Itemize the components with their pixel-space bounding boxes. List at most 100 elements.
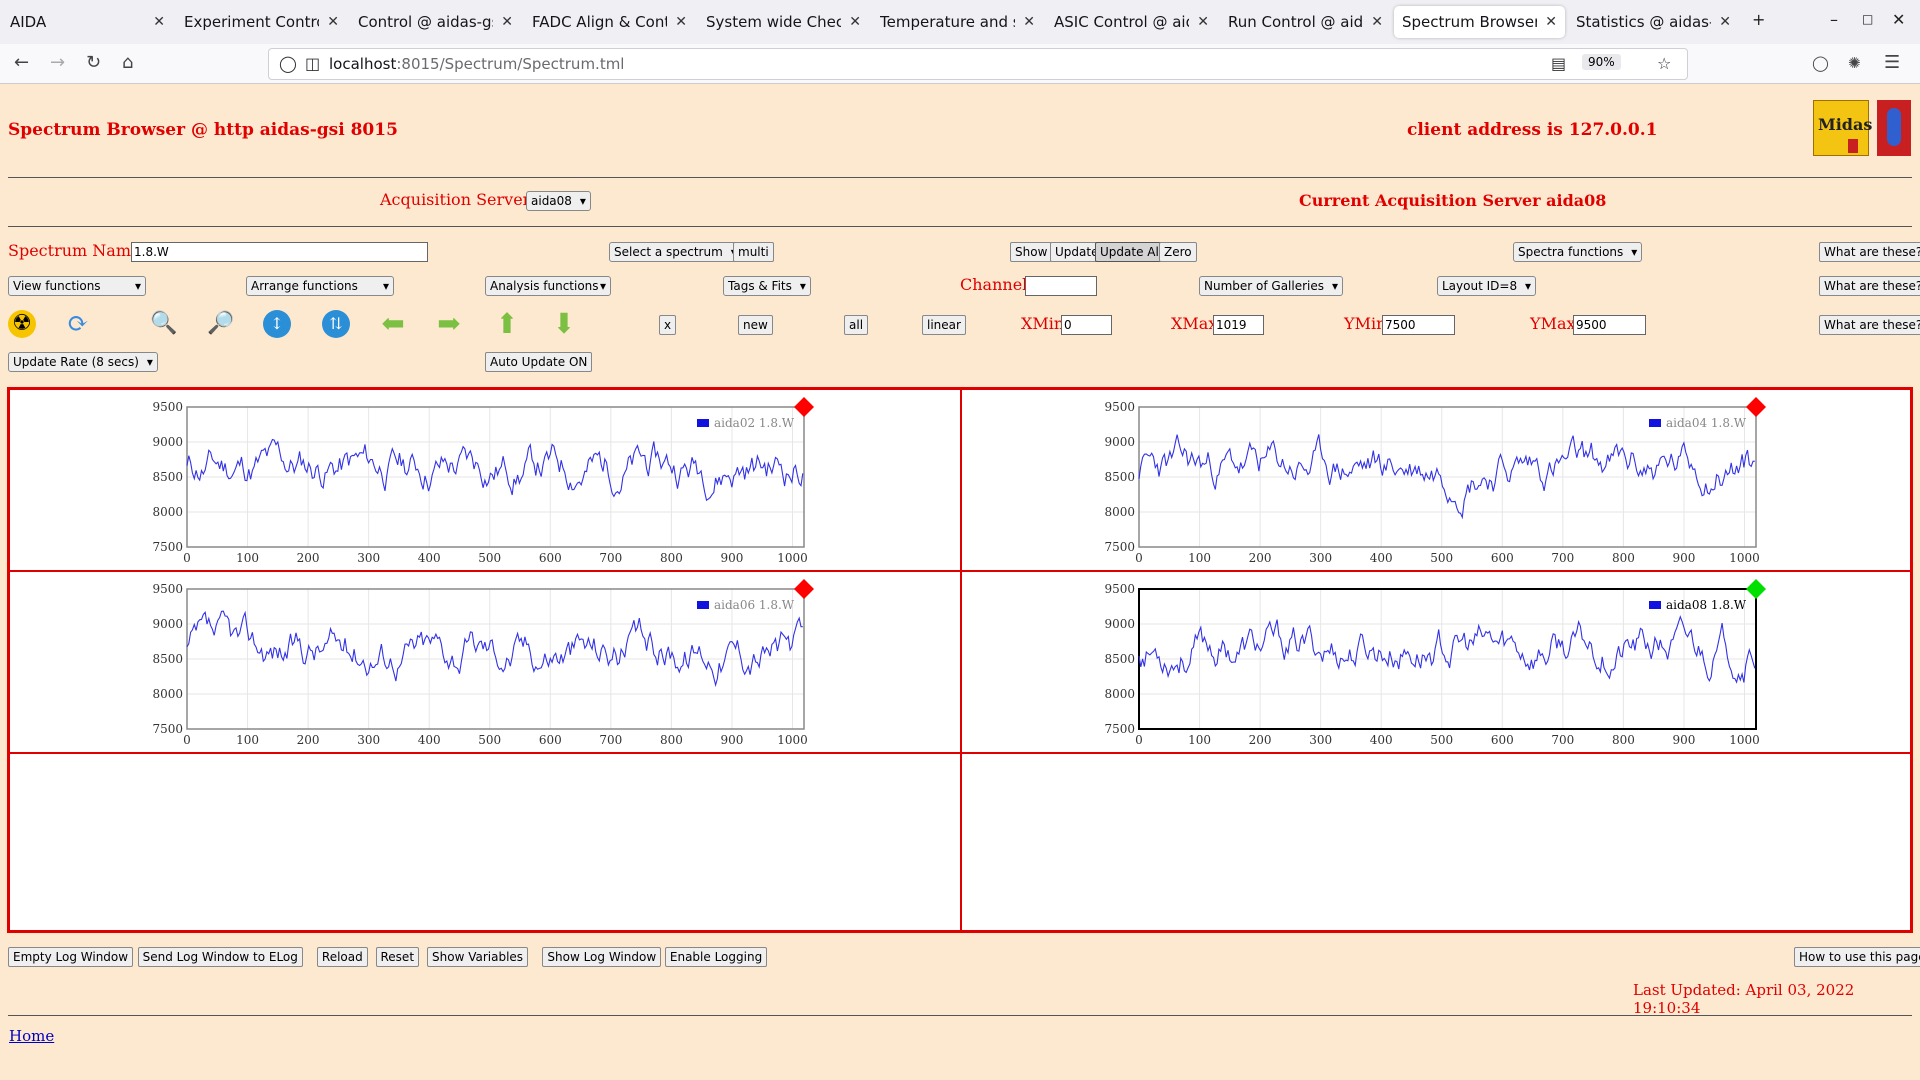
zoom-level[interactable]: 90%: [1582, 54, 1621, 70]
browser-tab[interactable]: ASIC Control @ aidas ✕: [1046, 6, 1217, 38]
radiation-icon[interactable]: ☢: [8, 310, 36, 338]
close-tab-icon[interactable]: ✕: [1023, 14, 1035, 30]
footer-button[interactable]: Enable Logging: [664, 947, 768, 967]
update-rate-select[interactable]: Update Rate (8 secs): [8, 352, 158, 372]
all-button[interactable]: all: [844, 315, 869, 335]
reload-icon[interactable]: ↻: [86, 52, 102, 73]
home-link[interactable]: Home: [9, 1027, 55, 1045]
empty-cell[interactable]: [961, 753, 1911, 931]
refresh-icon[interactable]: ⟳: [67, 309, 89, 339]
empty-cell[interactable]: [9, 753, 961, 931]
close-tab-icon[interactable]: ✕: [1545, 14, 1557, 30]
acquisition-server-select[interactable]: aida08: [526, 191, 591, 211]
layout-id-select[interactable]: Layout ID=8: [1437, 276, 1537, 296]
maximize-icon[interactable]: □: [1862, 12, 1874, 26]
arrow-left-icon[interactable]: ⬅: [381, 307, 405, 340]
zoom-in-icon[interactable]: 🔍: [150, 311, 178, 336]
spectrum-chart[interactable]: 7500 8000 8500 9000 9500 0 100 200 300 400 500 600 7…: [10, 390, 962, 572]
back-icon[interactable]: ←: [14, 52, 30, 73]
reader-view-icon[interactable]: ▤: [1551, 54, 1567, 73]
footer-button[interactable]: Empty Log Window: [8, 947, 134, 967]
xmin-input[interactable]: 0: [1061, 315, 1112, 335]
close-tab-icon[interactable]: ✕: [327, 14, 339, 30]
status-marker[interactable]: [1746, 397, 1766, 417]
minimize-icon[interactable]: –: [1830, 10, 1838, 29]
expand-vertical-icon[interactable]: ↕: [263, 310, 291, 338]
shield-icon[interactable]: ◯: [279, 54, 297, 73]
number-of-galleries-select[interactable]: Number of Galleries: [1199, 276, 1344, 296]
update-all-button[interactable]: Update All: [1095, 242, 1168, 262]
new-button[interactable]: new: [738, 315, 773, 335]
xmax-input[interactable]: 1019: [1213, 315, 1264, 335]
footer-button[interactable]: Show Variables: [427, 947, 529, 967]
ymax-input[interactable]: 9500: [1573, 315, 1646, 335]
what-are-these-button[interactable]: What are these?: [1819, 315, 1920, 335]
extensions-icon[interactable]: ✺: [1848, 54, 1861, 72]
spectrum-chart[interactable]: 7500 8000 8500 9000 9500 0 100 200 300 400 500 600 7…: [962, 390, 1912, 572]
view-functions-select[interactable]: View functions: [8, 276, 146, 296]
browser-tab[interactable]: Spectrum Browser @ ✕: [1394, 6, 1565, 38]
auto-update-button[interactable]: Auto Update ON: [485, 352, 593, 372]
zero-button[interactable]: Zero: [1159, 242, 1197, 262]
close-tab-icon[interactable]: ✕: [1719, 14, 1731, 30]
spectrum-chart[interactable]: 7500 8000 8500 9000 9500 0 100 200 300 400 500 600 7…: [10, 572, 962, 754]
browser-tab[interactable]: Temperature and stat ✕: [872, 6, 1043, 38]
browser-tab[interactable]: FADC Align & Control ✕: [524, 6, 695, 38]
browser-tab[interactable]: Run Control @ aidas- ✕: [1220, 6, 1391, 38]
browser-tab[interactable]: Statistics @ aidas-gsi ✕: [1568, 6, 1739, 38]
ymin-input[interactable]: 7500: [1382, 315, 1455, 335]
spectrum-name-input[interactable]: 1.8.W: [131, 242, 428, 262]
spectrum-cell[interactable]: 7500 8000 8500 9000 9500 0 100 200 300 400 500 600 7…: [9, 571, 961, 753]
spectrum-cell[interactable]: 7500 8000 8500 9000 9500 0 100 200 300 400 500 600 7…: [961, 571, 1911, 753]
multi-button[interactable]: multi: [733, 242, 774, 262]
close-tab-icon[interactable]: ✕: [501, 14, 513, 30]
home-icon[interactable]: ⌂: [122, 52, 134, 73]
browser-tab[interactable]: AIDA ✕: [2, 6, 173, 38]
status-marker[interactable]: [794, 397, 814, 417]
status-marker[interactable]: [1746, 579, 1766, 599]
arrow-up-icon[interactable]: ⬆: [495, 307, 519, 340]
browser-tab[interactable]: Experiment Control @ ✕: [176, 6, 347, 38]
menu-icon[interactable]: ☰: [1884, 52, 1901, 73]
close-tab-icon[interactable]: ✕: [849, 14, 861, 30]
legend-swatch: [1649, 601, 1661, 609]
what-are-these-button[interactable]: What are these?: [1819, 242, 1920, 262]
url-text[interactable]: localhost:8015/Spectrum/Spectrum.tml: [329, 55, 625, 73]
arrange-functions-select[interactable]: Arrange functions: [246, 276, 394, 296]
forward-icon[interactable]: →: [50, 52, 66, 73]
spectrum-cell[interactable]: 7500 8000 8500 9000 9500 0 100 200 300 400 500 600 7…: [961, 389, 1911, 571]
browser-tab[interactable]: Control @ aidas-gsi ✕: [350, 6, 521, 38]
tags-fits-select[interactable]: Tags & Fits: [723, 276, 811, 296]
spectrum-cell[interactable]: 7500 8000 8500 9000 9500 0 100 200 300 400 500 600 7…: [9, 389, 961, 571]
channel-input[interactable]: [1025, 276, 1097, 296]
footer-button[interactable]: Show Log Window: [542, 947, 662, 967]
footer-button[interactable]: Reset: [375, 947, 420, 967]
compress-vertical-icon[interactable]: ⇅: [322, 310, 350, 338]
what-are-these-button[interactable]: What are these?: [1819, 276, 1920, 296]
arrow-down-icon[interactable]: ⬇: [552, 307, 576, 340]
spectra-functions-select[interactable]: Spectra functions: [1513, 242, 1643, 262]
close-tab-icon[interactable]: ✕: [1371, 14, 1383, 30]
bookmark-star-icon[interactable]: ☆: [1657, 54, 1672, 73]
arrow-right-icon[interactable]: ➡: [437, 307, 461, 340]
close-tab-icon[interactable]: ✕: [1197, 14, 1209, 30]
new-tab-icon[interactable]: +: [1752, 10, 1766, 29]
status-marker[interactable]: [794, 579, 814, 599]
linear-button[interactable]: linear: [922, 315, 966, 335]
close-tab-icon[interactable]: ✕: [675, 14, 687, 30]
how-to-use-button[interactable]: How to use this page: [1794, 947, 1920, 967]
update-button[interactable]: Update: [1050, 242, 1104, 262]
url-bar[interactable]: ◯ ◫ localhost:8015/Spectrum/Spectrum.tml…: [268, 48, 1688, 80]
spectrum-chart[interactable]: 7500 8000 8500 9000 9500 0 100 200 300 400 500 600 7…: [962, 572, 1912, 754]
x-button[interactable]: x: [659, 315, 677, 335]
browser-tab[interactable]: System wide Checks ✕: [698, 6, 869, 38]
footer-button[interactable]: Reload: [316, 947, 368, 967]
zoom-out-icon[interactable]: 🔎: [207, 311, 235, 336]
show-button[interactable]: Show: [1010, 242, 1053, 262]
close-window-icon[interactable]: ✕: [1892, 10, 1906, 29]
analysis-functions-select[interactable]: Analysis functions: [485, 276, 611, 296]
close-tab-icon[interactable]: ✕: [153, 14, 165, 30]
pocket-icon[interactable]: ◯: [1812, 54, 1829, 72]
footer-button[interactable]: Send Log Window to ELog: [137, 947, 303, 967]
select-spectrum[interactable]: Select a spectrum: [609, 242, 742, 262]
